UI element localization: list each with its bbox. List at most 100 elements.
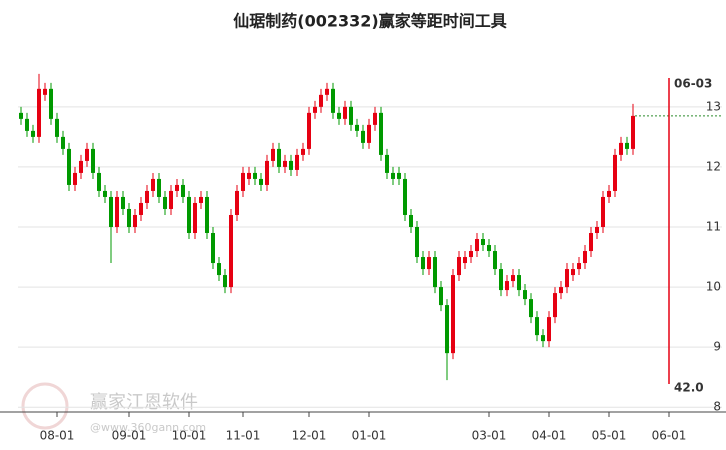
candle-body bbox=[409, 214, 413, 227]
candle-body bbox=[307, 112, 311, 149]
candle-body bbox=[631, 115, 635, 149]
candle-body bbox=[205, 196, 209, 234]
candle-body bbox=[31, 130, 35, 137]
candle-body bbox=[463, 257, 467, 264]
candle-body bbox=[229, 214, 233, 288]
candle-body bbox=[487, 245, 491, 252]
candle-body bbox=[505, 281, 509, 291]
candle-body bbox=[43, 88, 47, 95]
watermark-url: @www.360gann.com bbox=[90, 421, 206, 434]
candle-body bbox=[433, 257, 437, 288]
candle-body bbox=[175, 184, 179, 191]
candle-body bbox=[19, 112, 23, 119]
candle-body bbox=[121, 196, 125, 209]
time-marker-date: 06-03 bbox=[674, 77, 712, 91]
candle-body bbox=[517, 275, 521, 291]
candle-body bbox=[109, 196, 113, 227]
candle-body bbox=[73, 172, 77, 185]
candle-body bbox=[445, 305, 449, 354]
candle-body bbox=[295, 154, 299, 170]
candle-body bbox=[199, 196, 203, 203]
x-tick-label: 06-01 bbox=[652, 429, 687, 443]
candle-body bbox=[331, 88, 335, 113]
candle-body bbox=[607, 190, 611, 197]
candle-body bbox=[253, 172, 257, 179]
candle-body bbox=[451, 275, 455, 354]
candle-body bbox=[223, 275, 227, 288]
candle-body bbox=[457, 257, 461, 276]
x-tick-label: 09-01 bbox=[112, 429, 147, 443]
candle-body bbox=[541, 335, 545, 342]
candle-body bbox=[103, 190, 107, 197]
candle-body bbox=[547, 317, 551, 342]
candle-body bbox=[247, 172, 251, 179]
candle-body bbox=[493, 251, 497, 270]
candle-body bbox=[325, 88, 329, 95]
candle-body bbox=[187, 196, 191, 234]
y-tick-label: 12 bbox=[706, 159, 721, 173]
y-tick-label: 11 bbox=[706, 219, 721, 233]
y-tick-label: 13 bbox=[706, 99, 721, 113]
candle-body bbox=[313, 106, 317, 113]
candle-body bbox=[115, 196, 119, 227]
candle-body bbox=[361, 130, 365, 143]
candle-body bbox=[421, 257, 425, 270]
candle-body bbox=[163, 196, 167, 209]
candle-body bbox=[349, 106, 353, 125]
candle-body bbox=[211, 233, 215, 264]
candle-body bbox=[595, 226, 599, 234]
x-tick-label: 12-01 bbox=[292, 429, 327, 443]
candle-body bbox=[403, 178, 407, 215]
candle-body bbox=[355, 124, 359, 131]
candle-body bbox=[415, 226, 419, 258]
candle-body bbox=[79, 160, 83, 173]
candle-body bbox=[601, 196, 605, 227]
candle-body bbox=[577, 263, 581, 270]
candle-body bbox=[391, 172, 395, 179]
candle-body bbox=[523, 290, 527, 300]
candle-body bbox=[145, 190, 149, 203]
candle-body bbox=[367, 124, 371, 143]
candle-body bbox=[535, 317, 539, 336]
watermark-name: 赢家江恩软件 bbox=[90, 391, 198, 413]
y-tick-label: 9 bbox=[713, 340, 721, 354]
watermark: 赢家江恩软件 @www.360gann.com bbox=[21, 382, 206, 434]
candle-body bbox=[133, 214, 137, 227]
x-tick-label: 10-01 bbox=[172, 429, 207, 443]
y-tick-label: 8 bbox=[713, 400, 721, 414]
candle-body bbox=[85, 148, 89, 161]
candle-body bbox=[499, 269, 503, 291]
x-tick-label: 11-01 bbox=[226, 429, 261, 443]
x-tick-label: 04-01 bbox=[532, 429, 567, 443]
candle-body bbox=[427, 257, 431, 270]
candle-body bbox=[169, 190, 173, 209]
candle-body bbox=[259, 178, 263, 185]
candle-body bbox=[97, 172, 101, 191]
x-tick-label: 05-01 bbox=[592, 429, 627, 443]
candle-body bbox=[559, 287, 563, 294]
candle-body bbox=[91, 148, 95, 173]
candle-body bbox=[157, 178, 161, 197]
y-tick-label: 10 bbox=[706, 280, 721, 294]
candle-body bbox=[619, 142, 623, 155]
candle-body bbox=[151, 178, 155, 191]
candle-body bbox=[529, 299, 533, 318]
candle-body bbox=[613, 154, 617, 191]
candle-body bbox=[343, 106, 347, 119]
candle-body bbox=[139, 202, 143, 215]
candle-body bbox=[511, 275, 515, 282]
candle-body bbox=[379, 112, 383, 155]
candle-body bbox=[571, 269, 575, 276]
candle-body bbox=[385, 154, 389, 173]
x-tick-label: 01-01 bbox=[352, 429, 387, 443]
candle-body bbox=[337, 112, 341, 119]
candle-body bbox=[583, 251, 587, 264]
candle-body bbox=[61, 136, 65, 149]
candle-body bbox=[235, 190, 239, 215]
candle-body bbox=[277, 148, 281, 167]
time-marker-count: 42.0 bbox=[674, 381, 704, 395]
watermark-logo bbox=[21, 382, 69, 430]
candle-body bbox=[49, 88, 53, 119]
candle-body bbox=[37, 88, 41, 137]
